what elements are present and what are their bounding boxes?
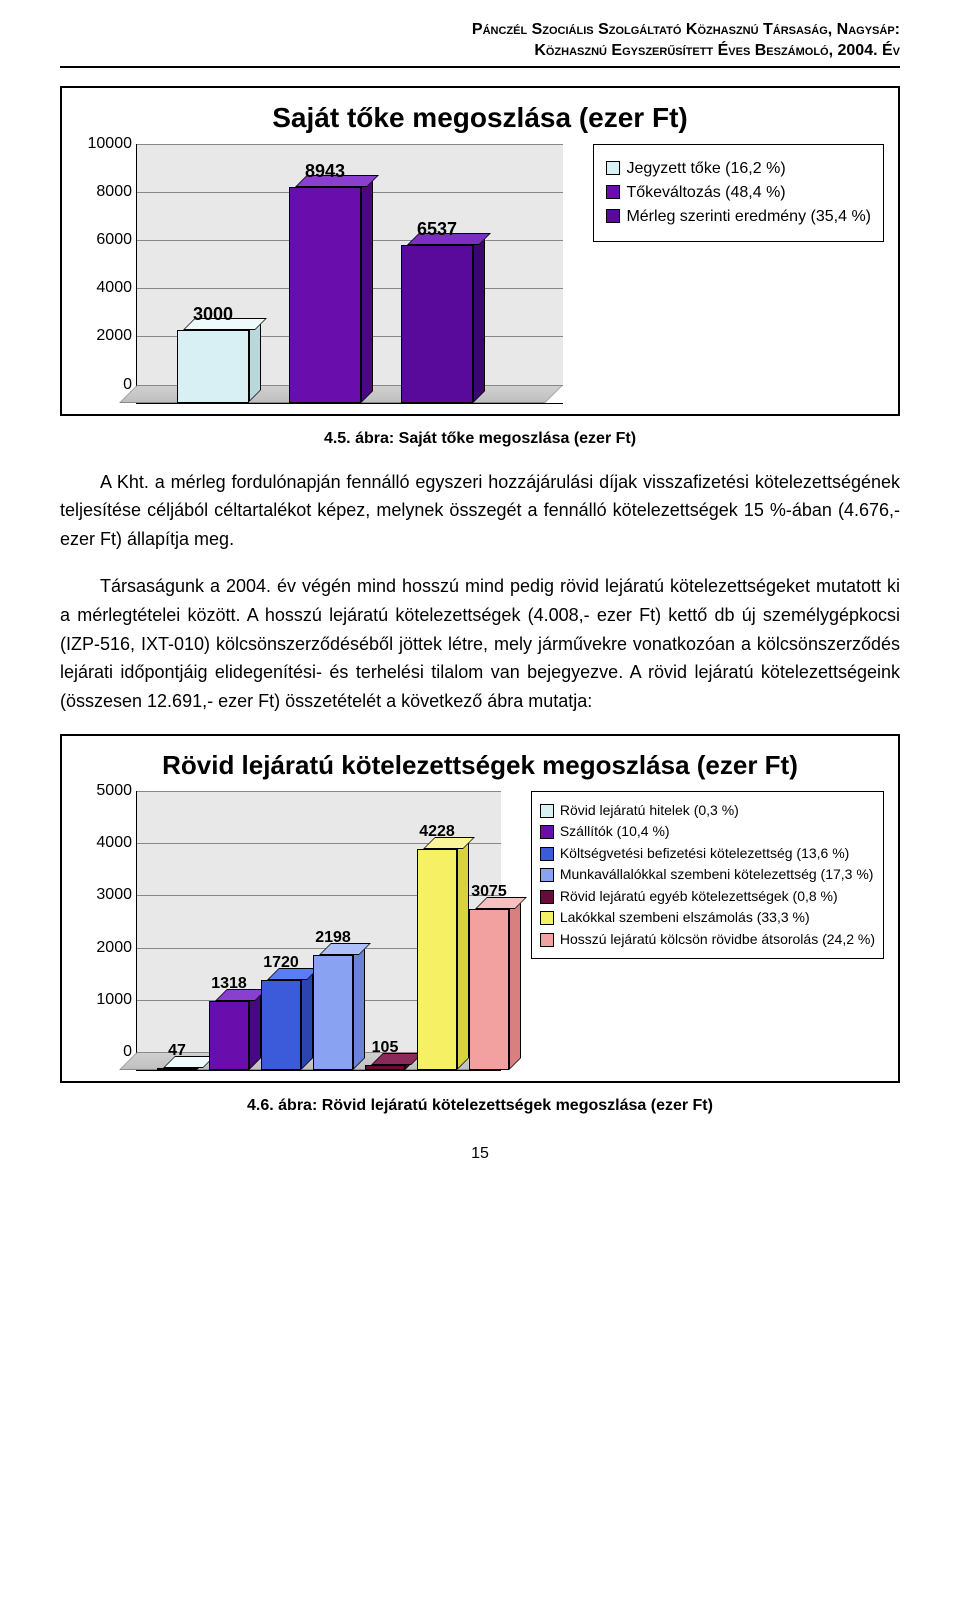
bar: 3000 [177,330,249,402]
legend-swatch [540,825,554,839]
chart-1-body: 0200040006000800010000300089436537 Jegyz… [76,144,884,404]
legend-swatch [606,209,620,223]
legend-swatch [540,890,554,904]
bar-value-label: 8943 [305,161,345,182]
bar-value-label: 4228 [419,823,455,841]
legend-item: Tőkeváltozás (48,4 %) [606,183,871,203]
header-line-2: Közhasznú Egyszerűsített Éves Beszámoló,… [60,41,900,62]
legend-label: Költségvetési befizetési kötelezettség (… [560,845,850,863]
y-tick-label: 6000 [82,231,132,249]
bar-value-label: 2198 [315,929,351,947]
legend-label: Lakókkal szembeni elszámolás (33,3 %) [560,909,810,927]
legend-swatch [606,185,620,199]
chart-2-body: 0100020003000400050004713181720219810542… [76,791,884,1071]
legend-item: Szállítók (10,4 %) [540,823,875,841]
legend-label: Tőkeváltozás (48,4 %) [626,183,785,203]
bar: 4228 [417,849,457,1070]
chart-2-title: Rövid lejáratú kötelezettségek megoszlás… [76,750,884,781]
y-tick-label: 0 [82,1043,132,1061]
chart-2-plot: 0100020003000400050004713181720219810542… [76,791,511,1071]
legend-swatch [540,933,554,947]
chart-1-title: Saját tőke megoszlása (ezer Ft) [76,102,884,134]
legend-label: Hosszú lejáratú kölcsön rövidbe átsorolá… [560,931,875,949]
legend-label: Rövid lejáratú hitelek (0,3 %) [560,802,739,820]
bar: 105 [365,1065,405,1070]
legend-label: Mérleg szerinti eredmény (35,4 %) [626,207,871,227]
legend-item: Rövid lejáratú egyéb kötelezettségek (0,… [540,888,875,906]
legend-item: Lakókkal szembeni elszámolás (33,3 %) [540,909,875,927]
legend-swatch [540,868,554,882]
legend-label: Rövid lejáratú egyéb kötelezettségek (0,… [560,888,838,906]
y-tick-label: 4000 [82,279,132,297]
chart-1-plot-area: 0200040006000800010000300089436537 [136,144,563,404]
bar-value-label: 47 [168,1042,186,1060]
bar-value-label: 3000 [193,304,233,325]
chart-2-legend: Rövid lejáratú hitelek (0,3 %) Szállítók … [531,791,884,960]
legend-label: Szállítók (10,4 %) [560,823,670,841]
chart-2-container: Rövid lejáratú kötelezettségek megoszlás… [60,734,900,1083]
chart-2-caption: 4.6. ábra: Rövid lejáratú kötelezettsége… [60,1097,900,1115]
chart-2-plot-area: 0100020003000400050004713181720219810542… [136,791,501,1071]
bar: 1318 [209,1001,249,1070]
paragraph-2: Társaságunk a 2004. év végén mind hosszú… [60,572,900,716]
y-tick-label: 2000 [82,327,132,345]
legend-item: Munkavállalókkal szembeni kötelezettség … [540,866,875,884]
bar: 8943 [289,187,361,403]
chart-1-caption: 4.5. ábra: Saját tőke megoszlása (ezer F… [60,430,900,448]
gridline [137,144,563,145]
paragraph-1: A Kht. a mérleg fordulónapján fennálló e… [60,468,900,554]
legend-label: Munkavállalókkal szembeni kötelezettség … [560,866,874,884]
legend-label: Jegyzett tőke (16,2 %) [626,159,785,179]
legend-swatch [540,847,554,861]
page-header: Pánczél Szociális Szolgáltató Közhasznú … [60,20,900,68]
y-tick-label: 10000 [82,135,132,153]
bar-value-label: 3075 [471,883,507,901]
y-tick-label: 5000 [82,782,132,800]
chart-1-container: Saját tőke megoszlása (ezer Ft) 0 2000 400… [60,86,900,416]
legend-item: Mérleg szerinti eredmény (35,4 %) [606,207,871,227]
bar: 47 [157,1068,197,1070]
legend-swatch [606,161,620,175]
legend-item: Hosszú lejáratú kölcsön rövidbe átsorolá… [540,931,875,949]
header-line-1: Pánczél Szociális Szolgáltató Közhasznú … [60,20,900,41]
y-tick-label: 0 [82,376,132,394]
y-tick-label: 1000 [82,991,132,1009]
legend-item: Jegyzett tőke (16,2 %) [606,159,871,179]
bar-value-label: 1720 [263,954,299,972]
legend-swatch [540,911,554,925]
y-tick-label: 8000 [82,183,132,201]
legend-item: Költségvetési befizetési kötelezettség (… [540,845,875,863]
bar: 3075 [469,909,509,1070]
y-tick-label: 4000 [82,834,132,852]
gridline [137,791,501,792]
bar-value-label: 105 [372,1039,399,1057]
page-number: 15 [60,1145,900,1163]
bar-value-label: 1318 [211,975,247,993]
chart-1-plot: 0200040006000800010000300089436537 [76,144,573,404]
y-tick-label: 2000 [82,939,132,957]
legend-swatch [540,804,554,818]
chart-1-legend: Jegyzett tőke (16,2 %) Tőkeváltozás (48,4… [593,144,884,242]
legend-item: Rövid lejáratú hitelek (0,3 %) [540,802,875,820]
bar: 1720 [261,980,301,1070]
bar: 2198 [313,955,353,1070]
bar-value-label: 6537 [417,219,457,240]
y-tick-label: 3000 [82,886,132,904]
bar: 6537 [401,245,473,403]
